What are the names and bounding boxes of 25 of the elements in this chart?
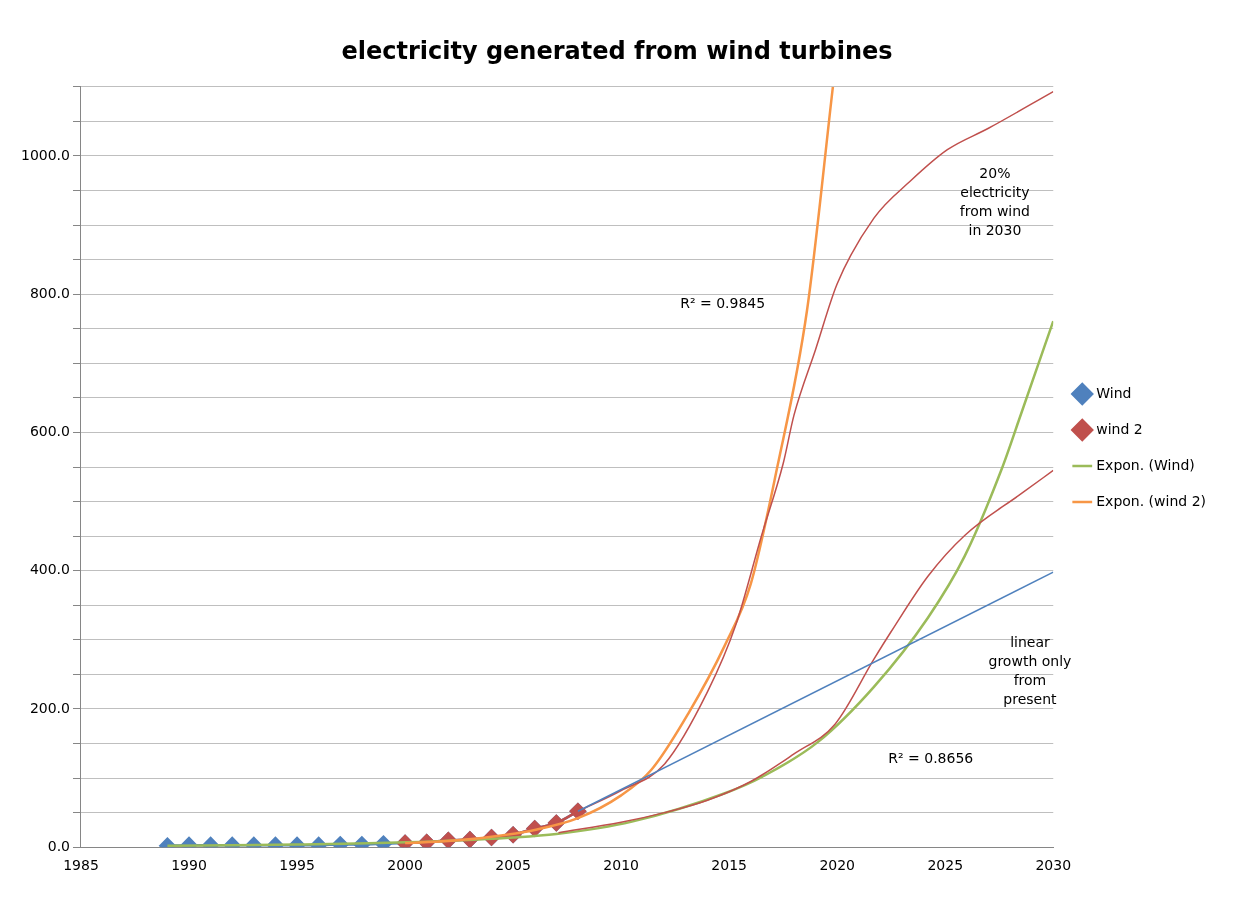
y-tick-label: 0.0 <box>47 837 70 854</box>
y-tick-label: 1000.0 <box>20 146 70 163</box>
x-tick-label: 1985 <box>63 857 99 874</box>
legend-label: Expon. (Wind) <box>1096 456 1195 473</box>
annotation: linear growth only from present <box>988 633 1072 707</box>
annotation: R² = 0.8656 <box>888 750 974 767</box>
x-tick-label: 2030 <box>1035 857 1072 874</box>
x-tick-label: 2000 <box>387 857 423 874</box>
y-tick-label: 800.0 <box>29 284 70 301</box>
legend-label: wind 2 <box>1096 420 1143 437</box>
x-tick-label: 2005 <box>495 857 531 874</box>
y-tick-label: 600.0 <box>29 423 70 440</box>
y-tick-label: 200.0 <box>29 699 70 716</box>
x-tick-label: 2025 <box>927 857 964 874</box>
x-tick-label: 2010 <box>603 857 639 874</box>
x-tick-label: 2020 <box>819 857 856 874</box>
x-tick-label: 2015 <box>711 857 747 874</box>
annotation: 20% electricity from wind in 2030 <box>959 164 1030 238</box>
legend-label: Wind <box>1096 384 1132 401</box>
legend-label: Expon. (wind 2) <box>1096 492 1207 509</box>
chart-title: electricity generated from wind turbines <box>341 36 893 65</box>
annotation: R² = 0.9845 <box>680 294 766 311</box>
x-tick-label: 1995 <box>279 857 315 874</box>
x-tick-label: 1990 <box>171 857 207 874</box>
y-tick-label: 400.0 <box>29 561 70 578</box>
